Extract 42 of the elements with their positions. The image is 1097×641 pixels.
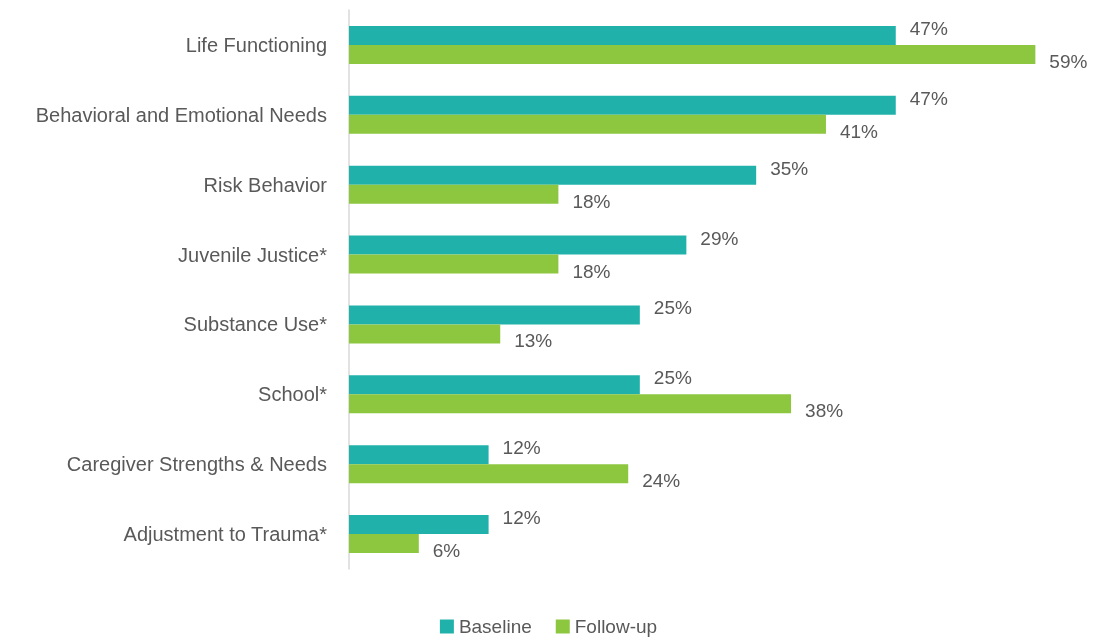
bar	[349, 95, 896, 115]
y-tick-label: Behavioral and Emotional Needs	[35, 103, 327, 126]
legend-label: Baseline	[458, 616, 532, 637]
data-label: 6%	[432, 540, 461, 562]
data-label: 12%	[502, 507, 541, 529]
bar	[349, 25, 896, 45]
bar	[349, 305, 640, 325]
data-label: 47%	[909, 87, 948, 109]
bar	[349, 464, 629, 484]
bar	[349, 394, 792, 414]
y-tick-label: Risk Behavior	[203, 173, 328, 196]
bar	[349, 324, 501, 344]
bar	[349, 165, 757, 185]
y-tick-label: Life Functioning	[185, 33, 327, 56]
bar	[349, 235, 687, 255]
data-label: 47%	[909, 17, 948, 39]
data-label: 12%	[502, 437, 541, 459]
bar	[349, 44, 1036, 64]
bar	[349, 184, 559, 204]
data-label: 25%	[653, 367, 692, 389]
y-tick-label: School*	[258, 383, 328, 406]
bar	[349, 114, 826, 134]
bar	[349, 515, 489, 535]
bar	[349, 375, 640, 395]
y-tick-label: Substance Use*	[183, 313, 328, 336]
y-tick-label: Adjustment to Trauma*	[123, 523, 328, 546]
bar	[349, 534, 419, 554]
data-label: 38%	[805, 400, 844, 422]
data-label: 13%	[514, 330, 553, 352]
y-tick-label: Juvenile Justice*	[178, 243, 328, 266]
data-label: 35%	[770, 157, 809, 179]
data-label: 24%	[642, 470, 681, 492]
data-label: 29%	[700, 227, 739, 249]
data-label: 18%	[572, 190, 611, 212]
data-label: 18%	[572, 260, 611, 282]
legend-label: Follow-up	[574, 616, 658, 637]
data-label: 25%	[653, 297, 692, 319]
bar	[349, 445, 489, 465]
y-tick-label: Caregiver Strengths & Needs	[66, 453, 327, 476]
bar	[349, 254, 559, 274]
data-label: 41%	[839, 120, 879, 142]
data-label: 59%	[1049, 50, 1088, 72]
